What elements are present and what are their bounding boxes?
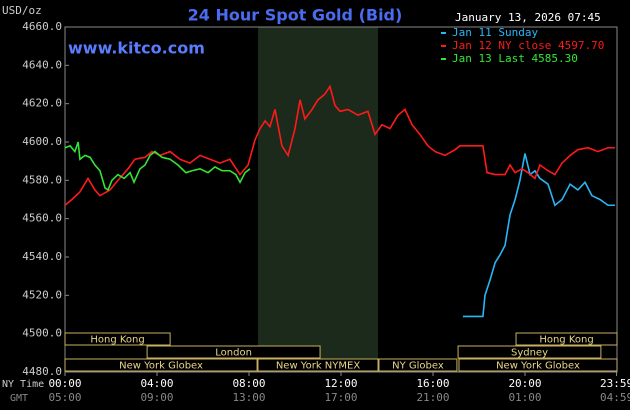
session-bar xyxy=(458,358,618,372)
x2-axis-label: GMT xyxy=(10,393,28,404)
site-label: www.kitco.com xyxy=(68,39,205,58)
legend-label: Jan 12 NY close 4597.70 xyxy=(452,39,604,52)
y-unit: USD/oz xyxy=(2,4,42,17)
x-tick-label: 12:00 xyxy=(324,377,357,390)
y-tick-label: 4520.0 xyxy=(22,288,62,301)
series-line xyxy=(462,153,615,318)
session-label: London xyxy=(215,348,252,359)
y-tick-label: 4660.0 xyxy=(22,20,62,33)
x-tick-label: 08:00 xyxy=(232,377,265,390)
x-axis-label: NY Time xyxy=(2,379,44,390)
y-tick-label: 4640.0 xyxy=(22,58,62,71)
session-label: NY Globex xyxy=(392,361,444,372)
session-bar xyxy=(64,358,258,372)
series-line xyxy=(64,141,251,192)
x-tick-label: 23:59 xyxy=(600,377,630,390)
x2-tick-label: 13:00 xyxy=(232,391,265,404)
session-bar xyxy=(64,332,171,346)
session-bar xyxy=(378,358,458,372)
y-tick-label: 4560.0 xyxy=(22,212,62,225)
timestamp: January 13, 2026 07:45 xyxy=(455,11,601,24)
session-bar xyxy=(257,358,379,372)
x-tick-label: 16:00 xyxy=(416,377,449,390)
session-label: Hong Kong xyxy=(539,335,593,346)
x2-tick-label: 21:00 xyxy=(416,391,449,404)
x-tick-label: 20:00 xyxy=(508,377,541,390)
x2-tick-label: 01:00 xyxy=(508,391,541,404)
session-shade xyxy=(257,27,379,372)
session-label: New York Globex xyxy=(496,361,580,372)
x2-tick-label: 05:00 xyxy=(48,391,81,404)
y-tick-label: 4620.0 xyxy=(22,97,62,110)
session-label: Hong Kong xyxy=(90,335,144,346)
session-label: New York NYMEX xyxy=(276,361,361,372)
chart-title: 24 Hour Spot Gold (Bid) xyxy=(188,6,403,25)
y-tick-label: 4580.0 xyxy=(22,173,62,186)
x-tick-label: 04:00 xyxy=(140,377,173,390)
x2-tick-label: 04:59 xyxy=(600,391,630,404)
y-tick-label: 4500.0 xyxy=(22,327,62,340)
x2-tick-label: 17:00 xyxy=(324,391,357,404)
y-tick-label: 4600.0 xyxy=(22,135,62,148)
x2-tick-label: 09:00 xyxy=(140,391,173,404)
session-label: Sydney xyxy=(511,348,548,359)
y-tick-label: 4540.0 xyxy=(22,250,62,263)
legend-label: Jan 13 Last 4585.30 xyxy=(452,52,578,65)
y-tick-label: 4480.0 xyxy=(22,365,62,378)
legend-label: Jan 11 Sunday xyxy=(452,26,538,39)
session-bar xyxy=(146,345,321,359)
session-bar xyxy=(457,345,602,359)
session-label: New York Globex xyxy=(119,361,203,372)
session-bar xyxy=(515,332,618,346)
x-tick-label: 00:00 xyxy=(48,377,81,390)
